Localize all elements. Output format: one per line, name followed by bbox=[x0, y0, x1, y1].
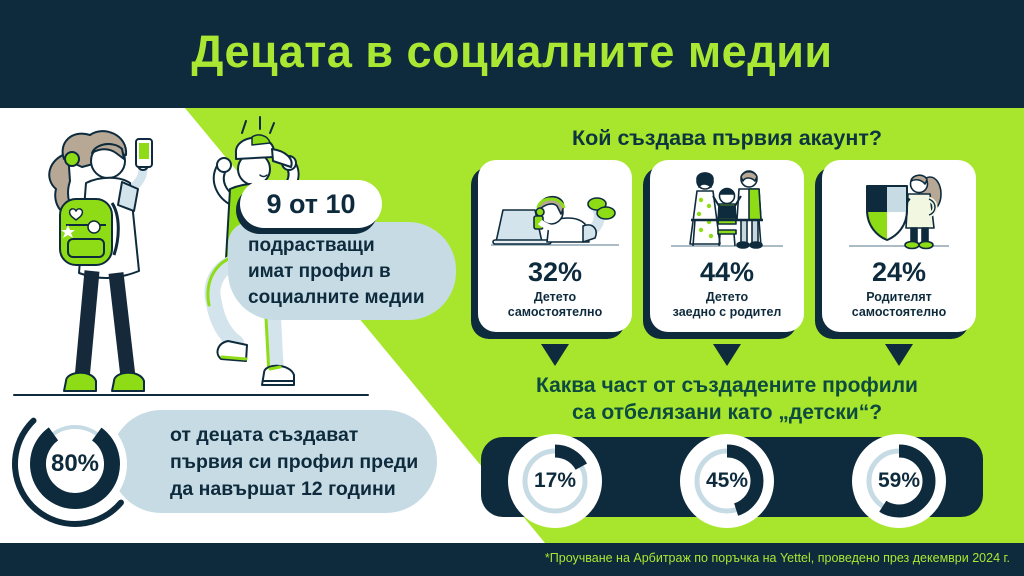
donut-45-arc bbox=[690, 444, 764, 518]
donut-17: 17% bbox=[508, 434, 602, 528]
label-line: самостоятелно bbox=[507, 305, 603, 319]
footnote-text: *Проучване на Арбитраж по поръчка на Yet… bbox=[544, 551, 1010, 565]
stat-80-line-3: да навършат 12 години bbox=[170, 478, 396, 500]
donut-59-label: 59% bbox=[877, 469, 921, 492]
down-arrow-icon bbox=[885, 344, 913, 366]
donut-17-arc bbox=[518, 444, 592, 518]
bubble-line-1: подрастващи bbox=[248, 235, 375, 256]
down-arrow-icon bbox=[541, 344, 569, 366]
donut-59: 59% bbox=[852, 434, 946, 528]
label-line: заедно с родител bbox=[672, 305, 782, 319]
stat-80-bubble: от децата създават първия си профил пред… bbox=[110, 410, 437, 513]
card-child-alone-label: Детето самостоятелно bbox=[478, 290, 632, 320]
donut-80-arc bbox=[30, 419, 120, 509]
card-parent-alone-label: Родителят самостоятелно bbox=[822, 290, 976, 320]
donut-80-label: 80% bbox=[50, 450, 100, 477]
card-child-alone-value: 32% bbox=[527, 257, 583, 287]
stat-80-line-2: първия си профил преди bbox=[170, 451, 419, 473]
donut-80: 80% bbox=[5, 394, 145, 534]
q2-line-2: са отбелязани като „детски“? bbox=[571, 401, 883, 424]
card-child-with-parent-value: 44% bbox=[699, 257, 755, 287]
question-who-creates-heading: Кой създава първия акаунт? bbox=[572, 126, 882, 150]
down-arrow-icon bbox=[713, 344, 741, 366]
donut-59-arc bbox=[862, 444, 936, 518]
q2-line-1: Каква част от създадените профили bbox=[536, 374, 918, 397]
footer-bar: *Проучване на Арбитраж по поръчка на Yet… bbox=[0, 543, 1024, 576]
page-title: Децата в социалните медии bbox=[191, 26, 833, 77]
bubble-line-2: имат профил в bbox=[248, 261, 391, 282]
who-creates-cards: 32% Детето самостоятелно bbox=[478, 160, 976, 332]
question-kids-profiles-heading: Каква част от създадените профили са отб… bbox=[478, 372, 976, 426]
donut-45: 45% bbox=[680, 434, 774, 528]
stat-9of10-value: 9 от 10 bbox=[266, 189, 356, 219]
family-desk-icon bbox=[671, 170, 783, 249]
donut-80-outer-arc bbox=[12, 401, 138, 527]
bubble-line-3: социалните медии bbox=[248, 287, 425, 308]
stat-80-line-1: от децата създават bbox=[170, 424, 359, 446]
donut-45-label: 45% bbox=[705, 469, 749, 492]
card-child-alone: 32% Детето самостоятелно bbox=[478, 160, 632, 332]
parent-shield-icon bbox=[849, 174, 949, 250]
card-parent-alone-value: 24% bbox=[871, 257, 927, 287]
label-line: Родителят bbox=[866, 290, 932, 304]
stat-9of10-badge: 9 от 10 bbox=[240, 180, 382, 228]
label-line: Детето bbox=[533, 290, 577, 304]
child-laptop-icon bbox=[491, 195, 619, 246]
label-line: самостоятелно bbox=[851, 305, 947, 319]
card-parent-alone: 24% Родителят самостоятелно bbox=[822, 160, 976, 332]
card-child-with-parent-label: Детето заедно с родител bbox=[650, 290, 804, 320]
donut-17-label: 17% bbox=[533, 469, 577, 492]
header-bar: Децата в социалните медии bbox=[0, 0, 1024, 108]
stat-9of10-bubble: подрастващи имат профил в социалните мед… bbox=[228, 222, 456, 320]
label-line: Детето bbox=[705, 290, 749, 304]
card-child-with-parent: 44% Детето заедно с родител bbox=[650, 160, 804, 332]
